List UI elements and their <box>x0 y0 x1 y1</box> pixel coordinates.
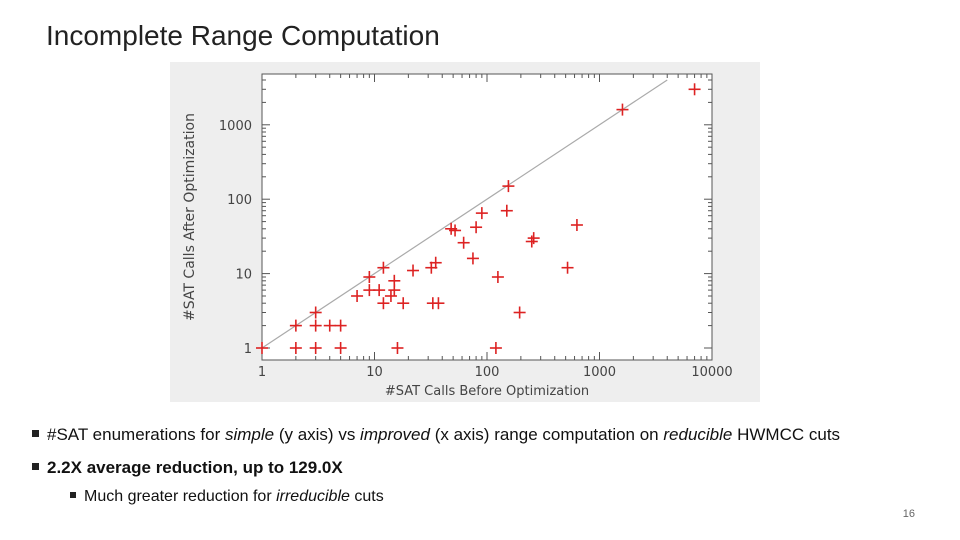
data-point <box>432 297 445 310</box>
scatter-chart: 1 10 100 1000 10000 1 10 100 1000 #SAT Calls Be… <box>170 62 760 402</box>
x-tick-label: 1 <box>258 365 266 380</box>
bullet-text-simple: simple <box>224 425 275 444</box>
data-point <box>500 204 513 217</box>
data-point <box>289 319 302 332</box>
bullet-reduction-summary: 2.2X average reduction, up to 129.0X <box>32 458 343 478</box>
data-point <box>309 306 322 319</box>
data-point <box>449 224 462 237</box>
y-tick-label: 10 <box>235 268 252 283</box>
data-point <box>373 284 386 297</box>
y-tick-label: 1 <box>244 342 252 357</box>
bullet-text-reducible: reducible <box>663 425 733 444</box>
data-point <box>616 103 629 116</box>
chart-svg: 1 10 100 1000 10000 1 10 100 1000 #SAT Calls Be… <box>182 73 733 399</box>
x-axis-label: #SAT Calls Before Optimization <box>385 384 589 399</box>
sub-bullet-text-part-0: Much greater reduction for <box>84 488 277 505</box>
bullet-text-improved: improved <box>360 425 430 444</box>
data-point <box>688 83 701 96</box>
x-tick-label: 100 <box>475 365 500 380</box>
data-point <box>407 264 420 277</box>
data-point <box>323 319 336 332</box>
data-point <box>561 261 574 274</box>
data-point <box>527 232 540 245</box>
data-point <box>289 342 302 354</box>
bullet-summary-text: 2.2X average reduction, up to 129.0X <box>47 458 343 477</box>
axis-ticks <box>261 74 713 360</box>
data-point <box>351 289 364 302</box>
data-point <box>457 236 470 249</box>
slide-title: Incomplete Range Computation <box>46 20 440 51</box>
x-tick-label: 10 <box>366 365 383 380</box>
diagonal-reference-line <box>261 79 668 349</box>
data-point <box>570 218 583 231</box>
data-point <box>466 252 479 265</box>
data-point <box>388 274 401 287</box>
sub-bullet-text-part-2: cuts <box>349 488 384 505</box>
sub-bullet-text-irreducible: irreducible <box>276 488 350 505</box>
bullet-text-part-6: HWMCC cuts <box>732 425 841 444</box>
data-point <box>363 271 376 284</box>
y-tick-label: 1000 <box>219 119 252 134</box>
data-point <box>397 297 410 310</box>
x-tick-label: 10000 <box>691 365 732 380</box>
plot-frame <box>261 73 713 361</box>
data-points <box>256 83 701 354</box>
page-number: 16 <box>902 508 915 520</box>
bullet-description: #SAT enumerations for simple (y axis) vs… <box>32 425 840 445</box>
data-point <box>334 319 347 332</box>
bullet-text-part-4: (x axis) range computation on <box>429 425 664 444</box>
data-point <box>429 256 442 269</box>
data-point <box>470 221 483 234</box>
bullet-text-part-2: (y axis) vs <box>274 425 361 444</box>
data-point <box>489 342 502 354</box>
data-point <box>309 342 322 354</box>
data-point <box>377 261 390 274</box>
y-tick-labels: 1 10 100 1000 <box>219 119 252 357</box>
sub-bullet-irreducible: Much greater reduction for irreducible c… <box>70 488 384 506</box>
y-tick-label: 100 <box>227 193 252 208</box>
data-point <box>334 342 347 354</box>
data-point <box>309 319 322 332</box>
bullet-square-icon <box>32 463 39 471</box>
data-point <box>475 207 488 220</box>
data-point <box>377 297 390 310</box>
data-point <box>502 180 515 193</box>
bullet-square-icon <box>70 491 76 498</box>
y-axis-label: #SAT Calls After Optimization <box>182 113 198 321</box>
bullet-text-part-0: #SAT enumerations for <box>47 425 225 444</box>
data-point <box>391 342 404 354</box>
data-point <box>491 271 504 284</box>
data-point <box>513 306 526 319</box>
bullet-square-icon <box>32 430 39 438</box>
x-tick-label: 1000 <box>583 365 616 380</box>
data-point <box>256 342 268 354</box>
x-tick-labels: 1 10 100 1000 10000 <box>258 365 733 380</box>
